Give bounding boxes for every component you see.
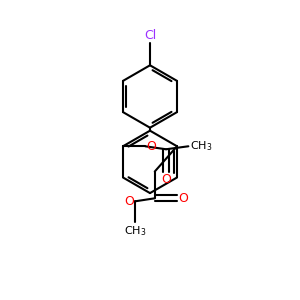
Text: Cl: Cl — [144, 29, 156, 42]
Text: CH$_3$: CH$_3$ — [124, 224, 147, 238]
Text: O: O — [161, 173, 171, 186]
Text: O: O — [124, 195, 134, 208]
Text: O: O — [178, 192, 188, 205]
Text: CH$_3$: CH$_3$ — [190, 140, 212, 153]
Text: O: O — [146, 140, 156, 153]
